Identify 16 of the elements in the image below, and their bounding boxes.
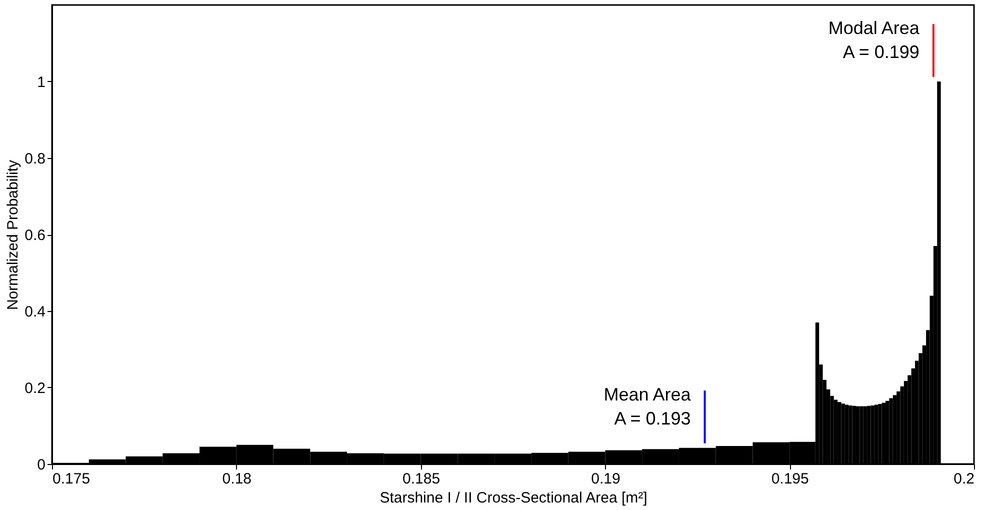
y-tick-label: 0 bbox=[37, 456, 46, 474]
y-tick-label: 0.4 bbox=[24, 304, 46, 320]
x-tick-label: 0.18 bbox=[222, 470, 252, 488]
x-tick-label: 0.175 bbox=[52, 470, 90, 488]
y-tick-label: 1 bbox=[37, 74, 46, 91]
y-tick-label: 0.2 bbox=[24, 380, 46, 397]
x-tick-label: 0.2 bbox=[954, 470, 974, 488]
x-tick-label: 0.195 bbox=[771, 470, 809, 488]
y-axis-title: Normalized Probability bbox=[4, 159, 22, 310]
x-tick-label: 0.19 bbox=[591, 470, 620, 488]
y-tick-label: 0.8 bbox=[24, 150, 46, 168]
x-axis-title: Starshine I / II Cross-Sectional Area [m²] bbox=[380, 490, 648, 506]
x-tick-label: 0.185 bbox=[402, 470, 440, 488]
y-tick-label: 0.6 bbox=[24, 227, 46, 244]
ref-line-label: Modal Area A = 0.199 bbox=[828, 18, 920, 62]
ref-line-label: Mean Area A = 0.193 bbox=[604, 384, 692, 429]
